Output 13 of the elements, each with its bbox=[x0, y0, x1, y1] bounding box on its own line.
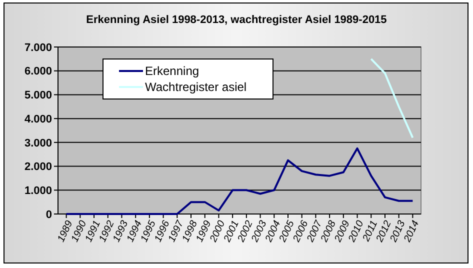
y-tick-label: 7.000 bbox=[24, 42, 52, 54]
y-tick-label: 1.000 bbox=[24, 184, 52, 197]
y-tick-label: 0 bbox=[46, 208, 52, 221]
y-tick-label: 6.000 bbox=[24, 66, 52, 78]
legend-label: Wachtregister asiel bbox=[145, 80, 247, 94]
y-tick-label: 3.000 bbox=[24, 137, 52, 150]
chart-title: Erkenning Asiel 1998-2013, wachtregister Asiel 1989-2015 bbox=[86, 14, 387, 26]
line-series bbox=[65, 147, 414, 215]
line-series bbox=[370, 58, 414, 139]
y-tick-label: 5.000 bbox=[24, 90, 52, 102]
y-tick-label: 4.000 bbox=[24, 113, 52, 126]
legend-label: Erkenning bbox=[145, 64, 200, 78]
y-tick-label: 2.000 bbox=[24, 161, 52, 174]
